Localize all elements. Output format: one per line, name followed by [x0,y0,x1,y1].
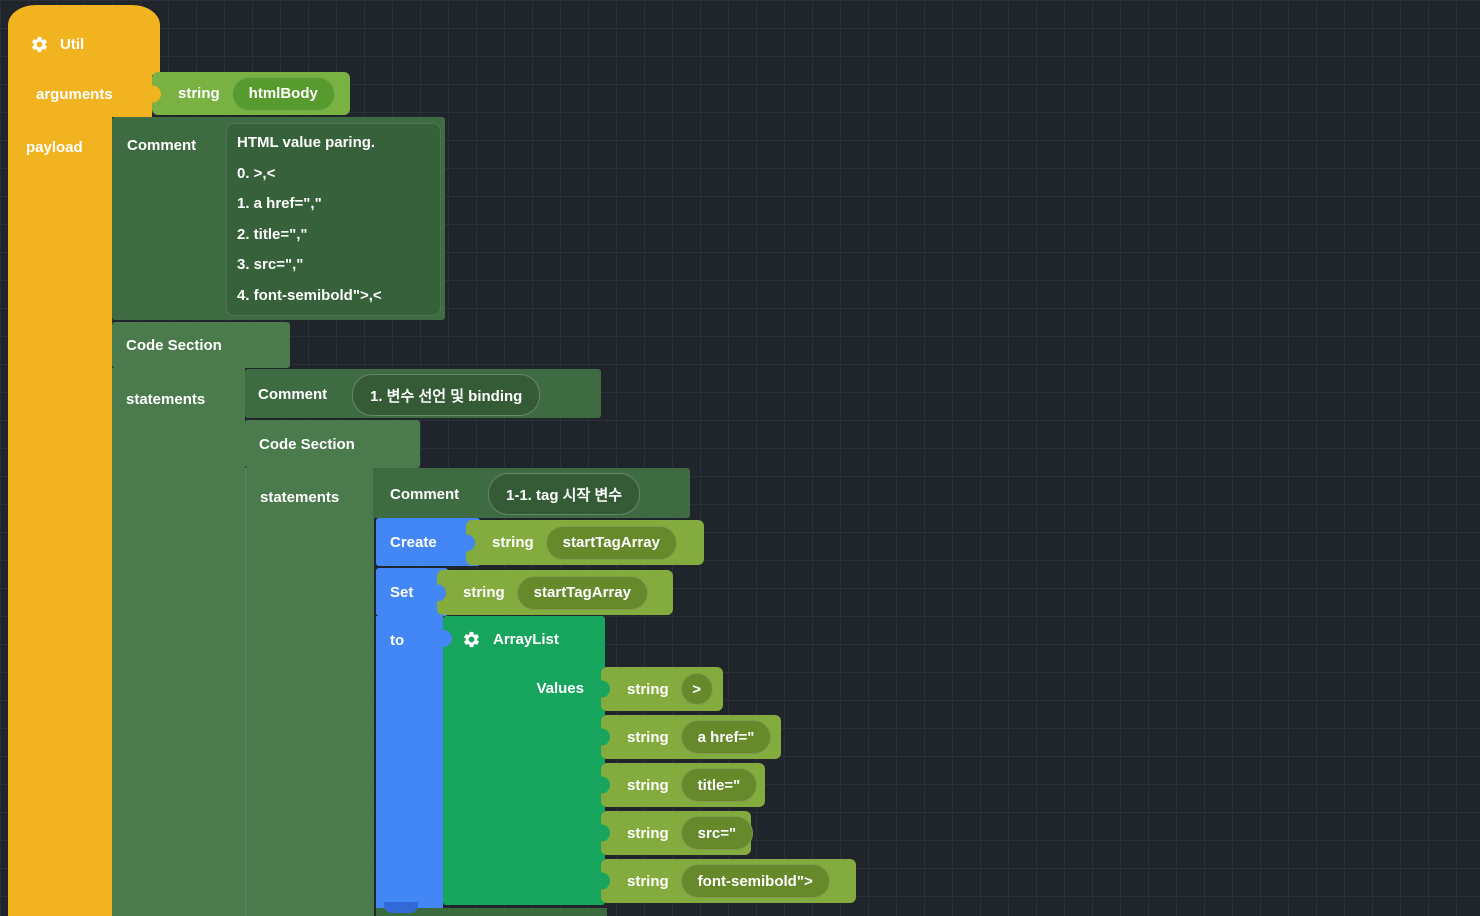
comment-text-field[interactable]: 1-1. tag 시작 변수 [488,473,641,515]
comment-block-l3[interactable]: Comment 1-1. tag 시작 변수 [373,468,690,518]
set-label: Set [390,584,414,601]
value-string-block[interactable]: string src=" [601,811,754,855]
comment-block-l2[interactable]: Comment 1. 변수 선언 및 binding [245,369,601,418]
values-label: Values [536,680,584,697]
value-string-block[interactable]: string title=" [601,763,765,807]
comment-text-field[interactable]: HTML value paring. 0. >,< 1. a href="," … [226,123,441,316]
code-section-block-l2[interactable]: Code Section [245,420,420,468]
util-title: Util [60,36,85,53]
code-section-statements-arm[interactable]: statements [112,368,245,916]
next-block-strip[interactable] [376,908,607,916]
code-section-label: Code Section [259,436,355,453]
set-to-arm[interactable]: to [376,616,443,908]
arraylist-header: ArrayList [462,630,559,649]
arraylist-block[interactable]: ArrayList Values [435,616,605,905]
variable-name-field[interactable]: startTagArray [545,525,677,560]
code-section-statements-arm-l2[interactable]: statements [245,468,374,916]
comment-line: 1. a href="," [237,195,322,212]
comment-line: 3. src="," [237,256,304,273]
statements-label: statements [126,391,206,408]
type-label: string [463,584,505,601]
create-string-block[interactable]: string startTagArray [466,520,704,565]
value-string-block[interactable]: string font-semibold"> [601,859,856,903]
comment-label: Comment [127,137,197,154]
code-section-block[interactable]: Code Section [112,322,290,368]
variable-name-field[interactable]: startTagArray [516,575,648,610]
argument-type-label: string [178,85,220,102]
type-label: string [627,728,669,746]
string-value-field[interactable]: a href=" [680,720,772,754]
to-label: to [390,632,405,649]
set-block-bottom-tab [384,902,418,913]
comment-text-field[interactable]: 1. 변수 선언 및 binding [352,374,541,416]
comment-line: 4. font-semibold">,< [237,286,382,304]
gear-icon [464,631,479,648]
string-value-field[interactable]: > [680,673,713,705]
type-label: string [627,776,669,794]
comment-line: 2. title="," [237,225,308,243]
comment-label: Comment [258,386,328,403]
util-block-upper[interactable] [8,70,152,117]
code-section-label: Code Section [126,337,222,354]
string-value-field[interactable]: font-semibold"> [680,864,830,898]
util-arguments-label: arguments [36,86,113,103]
type-label: string [627,680,669,698]
util-block-column[interactable] [8,117,112,916]
payload-comment-block[interactable]: Comment HTML value paring. 0. >,< 1. a h… [112,117,445,320]
util-payload-label: payload [26,139,83,156]
create-label: Create [390,534,437,551]
comment-line: HTML value paring. [237,134,376,151]
type-label: string [492,534,534,551]
statements-label: statements [260,489,340,506]
argument-string-block[interactable]: string htmlBody [152,72,350,115]
util-header[interactable]: Util [30,35,84,54]
comment-line: 0. >,< [237,164,276,182]
arraylist-label: ArrayList [493,631,559,648]
value-string-block[interactable]: string > [601,667,723,711]
argument-name-field[interactable]: htmlBody [231,76,335,111]
string-value-field[interactable]: src=" [680,816,754,850]
type-label: string [627,824,669,842]
string-value-field[interactable]: title=" [680,768,758,802]
set-string-block[interactable]: string startTagArray [437,570,673,615]
comment-label: Comment [390,486,460,503]
type-label: string [627,872,669,890]
gear-icon [32,36,47,53]
value-string-block[interactable]: string a href=" [601,715,781,759]
